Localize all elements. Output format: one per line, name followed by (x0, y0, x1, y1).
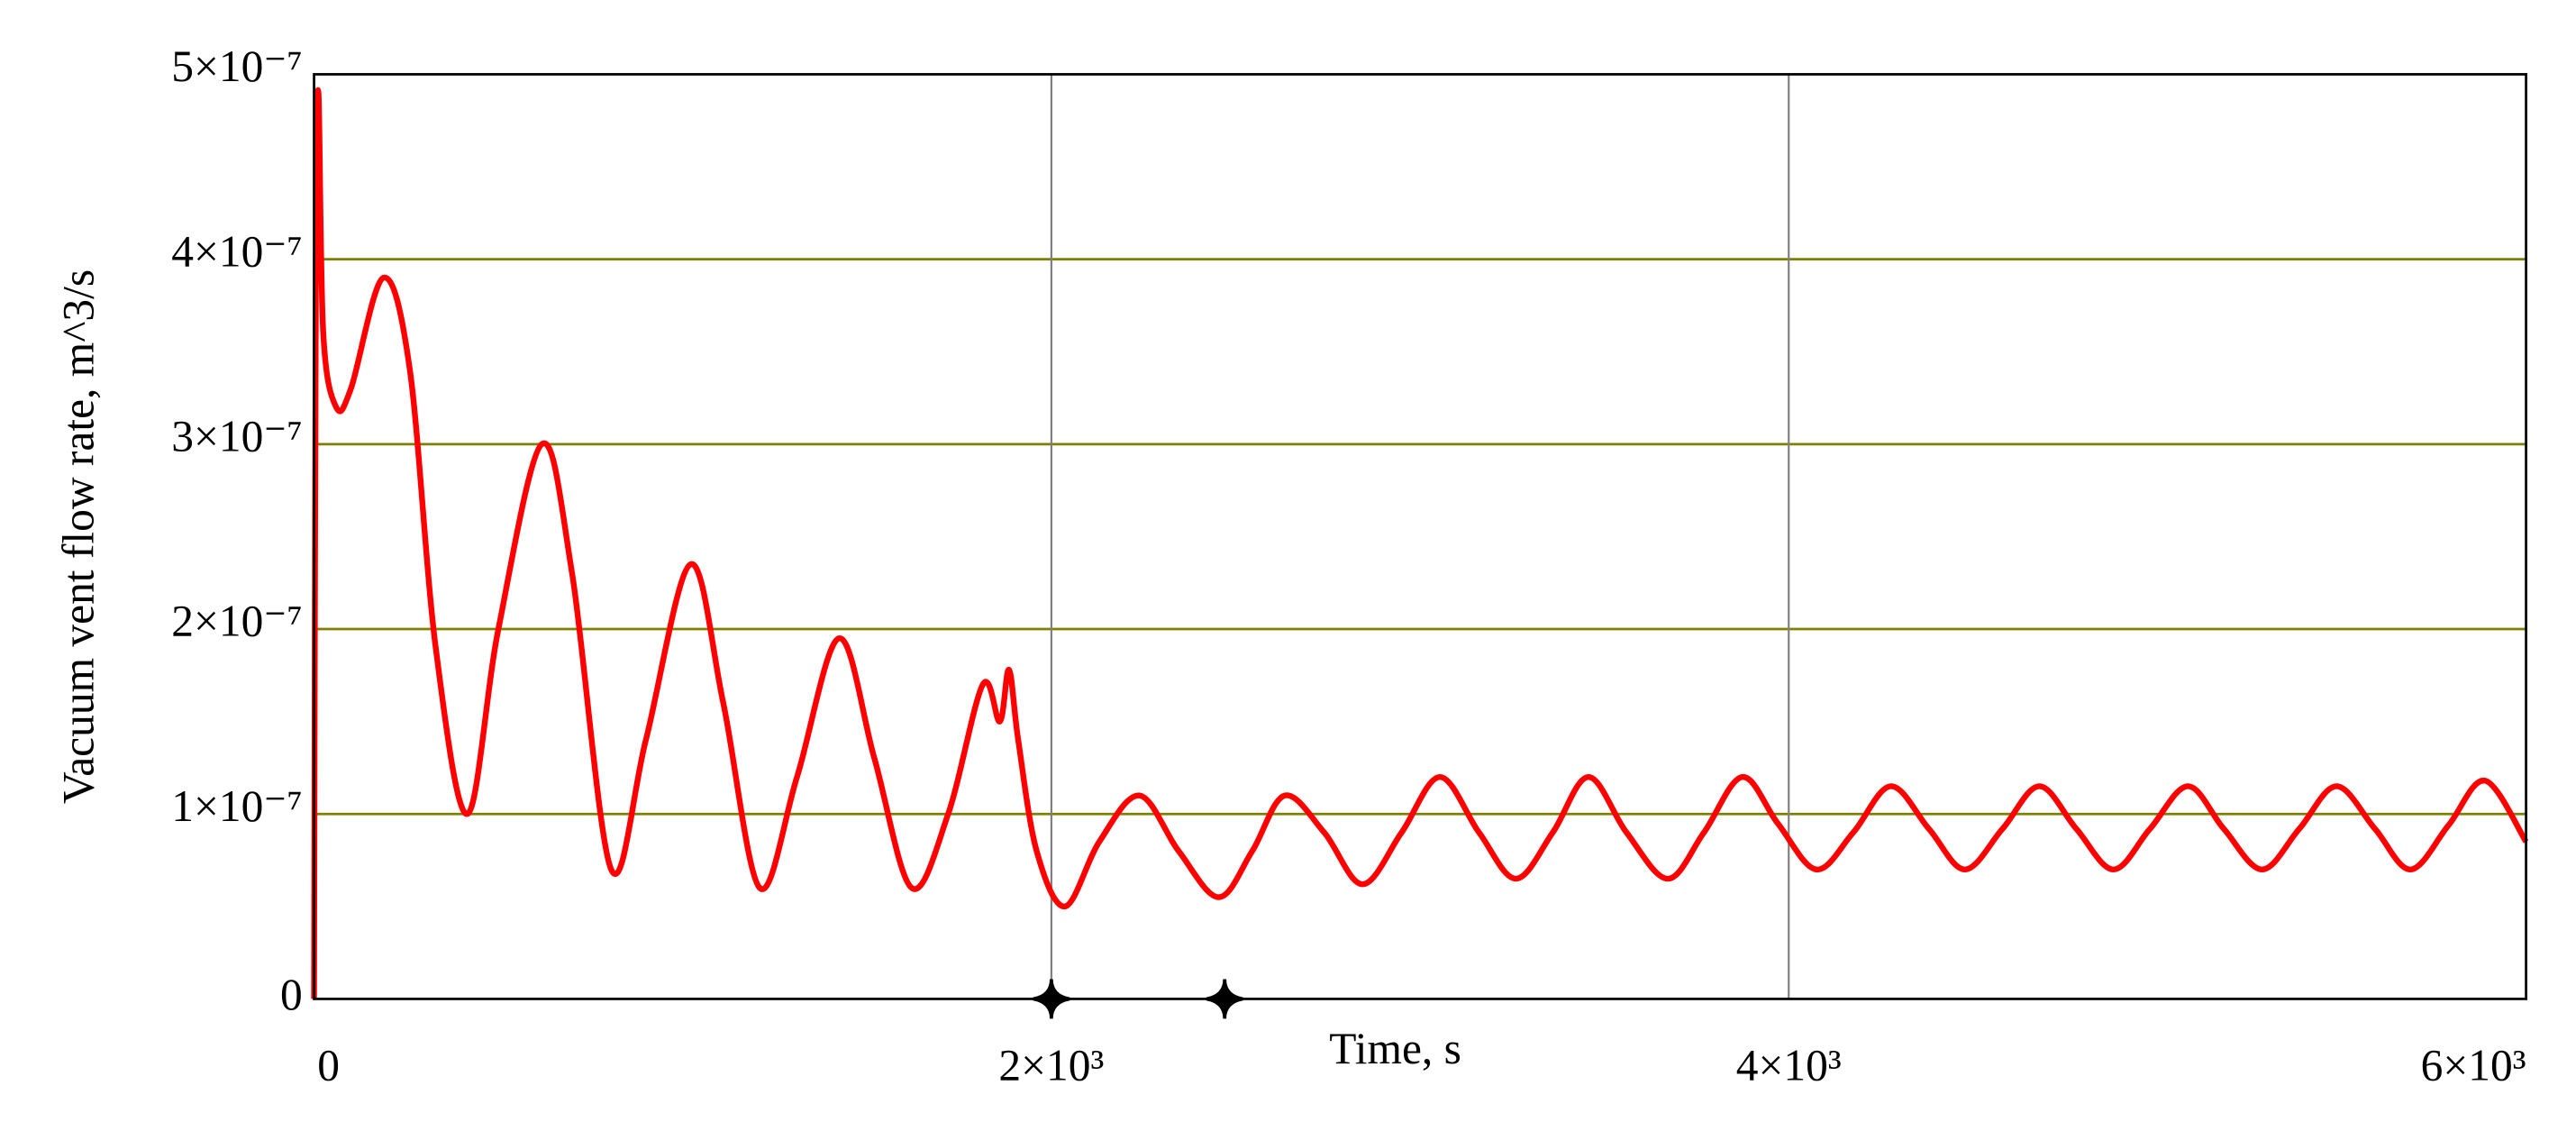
y-axis-label: Vacuum vent flow rate, m^3/s (53, 269, 103, 804)
x-tick-label: 0 (317, 1041, 340, 1090)
x-marker (1033, 979, 1070, 1019)
y-tick-label: 4×10⁻⁷ (171, 226, 302, 276)
y-tick-label: 0 (280, 970, 303, 1019)
plot (311, 87, 2529, 999)
x-tick-label: 4×10³ (1736, 1041, 1842, 1090)
x-tick-label: 2×10³ (998, 1041, 1104, 1090)
data-line (311, 87, 2529, 999)
x-marker (1206, 979, 1243, 1019)
x-tick-label: 6×10³ (2421, 1041, 2526, 1090)
y-tick-label: 1×10⁻⁷ (171, 781, 302, 831)
y-tick-label: 3×10⁻⁷ (171, 412, 302, 461)
grid (314, 74, 2526, 999)
plot-frame (313, 73, 2527, 1000)
x-axis-label: Time, s (1329, 1024, 1461, 1073)
y-tick-label: 5×10⁻⁷ (171, 41, 302, 91)
y-tick-label: 2×10⁻⁷ (171, 597, 302, 646)
